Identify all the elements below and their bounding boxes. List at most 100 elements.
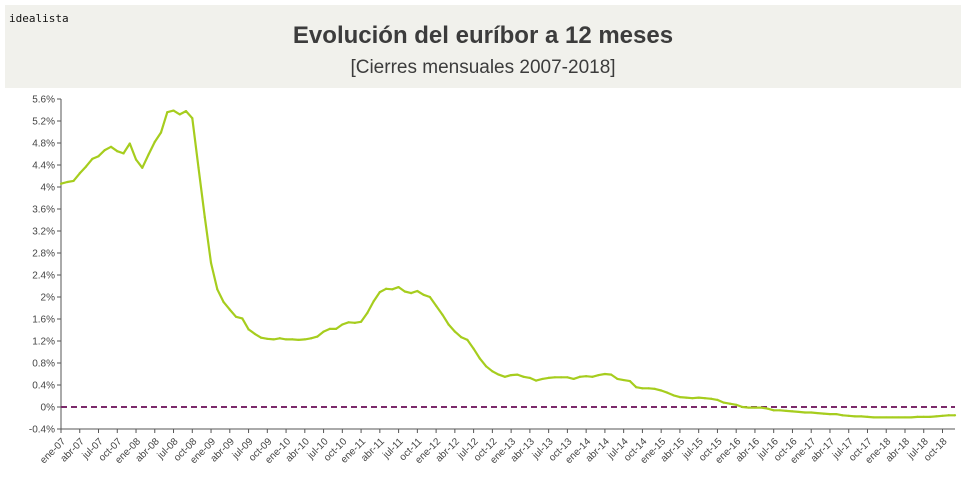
y-tick-label: 1.6% [32, 315, 55, 326]
data-point [610, 373, 613, 376]
data-point [953, 414, 957, 417]
data-point [259, 336, 263, 339]
data-point [510, 374, 513, 377]
data-point [366, 311, 369, 315]
data-point [535, 379, 538, 382]
data-point [322, 330, 325, 333]
data-point [166, 111, 169, 114]
data-point [116, 150, 119, 153]
data-point [572, 377, 575, 381]
data-point [666, 391, 669, 394]
data-point [778, 409, 782, 412]
data-point [253, 332, 256, 335]
y-tick-label: 0.4% [32, 381, 55, 392]
data-point [585, 375, 588, 378]
data-point [703, 397, 707, 400]
data-point [416, 289, 419, 293]
data-point [372, 300, 375, 303]
data-point [853, 415, 857, 418]
data-point [172, 109, 175, 112]
data-point [78, 172, 81, 175]
data-point [403, 290, 406, 293]
series-group [59, 109, 957, 419]
data-point [866, 415, 869, 418]
data-point [835, 413, 838, 416]
data-point [810, 411, 813, 414]
data-point [660, 389, 663, 392]
data-point [735, 403, 738, 406]
data-point [384, 287, 388, 290]
data-point [547, 376, 550, 379]
y-tick-label: 4% [41, 183, 56, 194]
data-point [878, 416, 882, 419]
data-point [109, 145, 113, 148]
brand-logo: idealista [9, 12, 69, 25]
data-point [760, 406, 763, 409]
y-tick-label: 2.8% [32, 249, 55, 260]
y-tick-label: -0.4% [29, 425, 55, 436]
data-point [278, 337, 281, 340]
euribor-line [60, 109, 955, 419]
data-point [803, 411, 807, 414]
data-point [378, 290, 381, 294]
data-point [541, 377, 544, 381]
data-point [678, 396, 682, 399]
y-tick-label: 5.6% [32, 95, 55, 106]
data-point [266, 337, 269, 340]
data-point [766, 407, 769, 410]
data-point [497, 373, 500, 376]
y-tick-label: 2% [41, 293, 56, 304]
y-tick-label: 4.4% [32, 161, 55, 172]
data-point [297, 338, 300, 341]
data-point [897, 416, 900, 419]
data-point [203, 216, 206, 219]
data-point [209, 261, 213, 264]
data-point [891, 416, 894, 419]
data-point [422, 293, 425, 296]
data-point [716, 398, 719, 401]
data-point [441, 313, 444, 316]
data-point [66, 180, 69, 184]
y-tick-label: 1.2% [32, 337, 55, 348]
data-point [141, 166, 144, 169]
data-point [453, 330, 456, 333]
data-point [916, 415, 919, 418]
data-point [653, 387, 657, 390]
data-point [291, 338, 294, 341]
data-point [303, 338, 306, 341]
data-point [591, 375, 594, 378]
data-point [241, 317, 244, 320]
data-point [478, 357, 481, 360]
data-point [341, 323, 344, 326]
data-point [828, 413, 832, 416]
data-point [191, 117, 194, 120]
data-point [753, 406, 757, 409]
data-point [822, 412, 825, 415]
chart-header: idealista Evolución del euríbor a 12 mes… [5, 5, 961, 88]
data-point [134, 158, 138, 161]
data-point [460, 336, 463, 339]
data-point [91, 157, 94, 161]
data-point [566, 376, 569, 379]
data-point [485, 365, 488, 368]
data-point [928, 415, 932, 418]
data-point [247, 328, 250, 331]
data-point [672, 394, 675, 397]
data-point [847, 414, 850, 417]
data-point [616, 377, 619, 381]
data-point [359, 320, 363, 323]
data-point [328, 327, 331, 330]
data-point [353, 321, 356, 324]
data-point [522, 375, 525, 378]
data-point [84, 165, 88, 168]
data-point [178, 113, 181, 116]
y-tick-label: 0% [41, 403, 56, 414]
data-point [691, 397, 694, 400]
data-point [309, 337, 313, 340]
data-point [435, 304, 438, 307]
data-point [747, 406, 750, 409]
data-point [197, 166, 200, 169]
data-point [147, 153, 150, 156]
data-point [391, 288, 394, 291]
